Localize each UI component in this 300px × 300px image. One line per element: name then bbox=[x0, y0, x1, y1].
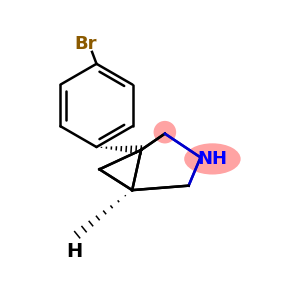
Ellipse shape bbox=[184, 143, 241, 175]
Text: Br: Br bbox=[75, 35, 97, 53]
Text: H: H bbox=[66, 242, 82, 261]
Text: NH: NH bbox=[197, 150, 227, 168]
Circle shape bbox=[154, 121, 176, 143]
